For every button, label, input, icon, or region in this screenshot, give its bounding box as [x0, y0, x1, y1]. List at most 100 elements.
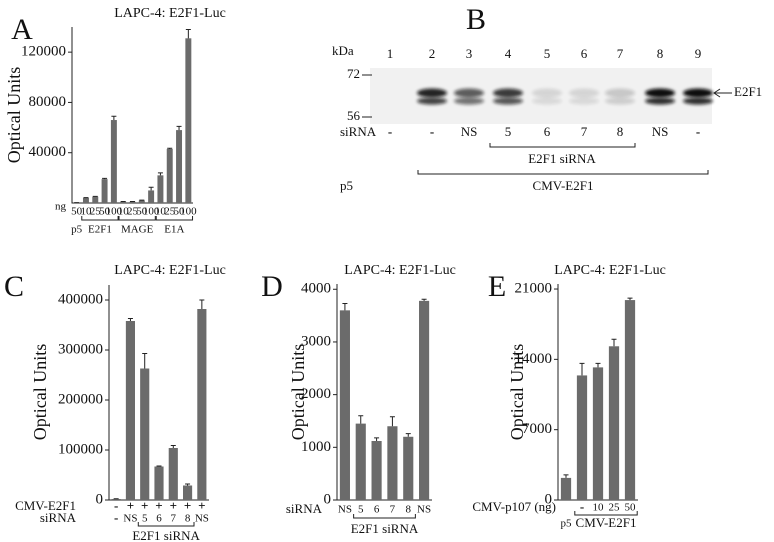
bar [592, 367, 604, 500]
error-bar [185, 29, 191, 39]
band [493, 97, 523, 105]
x-tick-label: 50 [71, 206, 83, 218]
error-bar [358, 415, 364, 424]
group-label: MAGE [121, 224, 154, 236]
band [532, 88, 562, 98]
x-tick-label: NS [195, 513, 209, 525]
bar [111, 499, 121, 500]
x-tick-label: p5 [561, 518, 573, 530]
sirna-label: NS [461, 124, 478, 139]
panel-letter: A [11, 13, 33, 46]
bar [197, 309, 207, 500]
bracket [574, 511, 638, 516]
x-tick-label: - [114, 498, 118, 513]
bar [560, 477, 572, 500]
x-tick-label: 7 [171, 513, 177, 525]
band [569, 88, 599, 98]
group-label: E2F1 [88, 224, 112, 236]
x-tick-label: 50 [136, 206, 148, 218]
band [417, 97, 447, 105]
error-bar [389, 416, 395, 427]
error-bar [374, 437, 380, 441]
band [605, 97, 635, 105]
x-tick-label: 8 [406, 504, 412, 516]
error-bar [342, 302, 348, 311]
x-tick-label: 5 [142, 513, 148, 525]
error-bar [421, 298, 427, 301]
error-bar [185, 483, 191, 486]
bar [82, 197, 89, 203]
bracket [137, 522, 195, 527]
y-axis-label: Optical Units [4, 67, 24, 164]
error-bar [627, 297, 633, 301]
x-tick-label: + [141, 498, 148, 513]
lane-number: 8 [657, 46, 664, 61]
sirna-label: - [430, 124, 434, 139]
panel-title: LAPC-4: E2F1-Luc [114, 263, 226, 278]
error-bar [157, 172, 163, 176]
x-tick-label: NS [338, 504, 352, 516]
bracket [353, 514, 416, 519]
lane-number: 4 [505, 46, 512, 61]
bar [183, 485, 193, 500]
x-tick-label: - [580, 499, 584, 514]
x-tick-label: 50 [625, 502, 637, 514]
bar [168, 448, 178, 500]
y-tick-label: 0 [545, 491, 553, 507]
error-bar [170, 445, 176, 448]
bar [403, 436, 414, 500]
y-tick-label: 40000 [29, 144, 67, 160]
x-tick-label: 100 [143, 206, 160, 218]
bar [166, 148, 173, 203]
y-axis-label: Optical Units [288, 344, 308, 441]
bar [140, 368, 150, 500]
bar [355, 423, 366, 500]
band [645, 97, 675, 105]
bar [138, 200, 145, 203]
error-bar [148, 186, 154, 191]
bar [608, 346, 620, 500]
x-tick-label: 5 [358, 504, 364, 516]
x-tick-label: 10 [155, 206, 167, 218]
sirna-row-label: siRNA [340, 124, 377, 139]
bar [387, 426, 398, 500]
sirna-label: NS [652, 124, 669, 139]
group-bracket [81, 216, 119, 221]
error-bar [579, 362, 585, 376]
axis [336, 284, 432, 501]
sirna-label: 5 [505, 124, 512, 139]
kda-label: kDa [332, 43, 354, 58]
marker-label: 72 [347, 66, 360, 81]
panel-letter: D [261, 270, 283, 303]
y-tick-label: 1000 [301, 439, 331, 455]
band [532, 97, 562, 105]
bar [129, 201, 136, 203]
error-bar [127, 318, 133, 321]
bar [176, 130, 183, 203]
error-bar [563, 474, 569, 478]
band [605, 88, 635, 98]
error-bar [176, 125, 182, 131]
band-label: E2F1 [734, 84, 762, 99]
sirna-label: 6 [544, 124, 551, 139]
bracket-label: E2F1 siRNA [132, 528, 200, 542]
x-row-label: siRNA [40, 510, 77, 525]
lane-number: 9 [695, 46, 702, 61]
bar [339, 310, 350, 500]
x-tick-label: 100 [106, 206, 123, 218]
band [493, 88, 523, 98]
bar [185, 38, 192, 203]
arrow [713, 88, 732, 98]
x-tick-label: 6 [156, 513, 162, 525]
x-tick-label: NS [417, 504, 431, 516]
y-axis-label: Optical Units [30, 344, 50, 441]
band [454, 88, 484, 98]
group-bracket [118, 216, 156, 221]
marker-label: 56 [347, 108, 361, 123]
x-axis-label: ng [55, 201, 67, 213]
x-tick-label: + [198, 498, 205, 513]
x-tick-label: 10 [593, 502, 605, 514]
x-tick-label: + [155, 498, 162, 513]
bar [419, 300, 430, 500]
